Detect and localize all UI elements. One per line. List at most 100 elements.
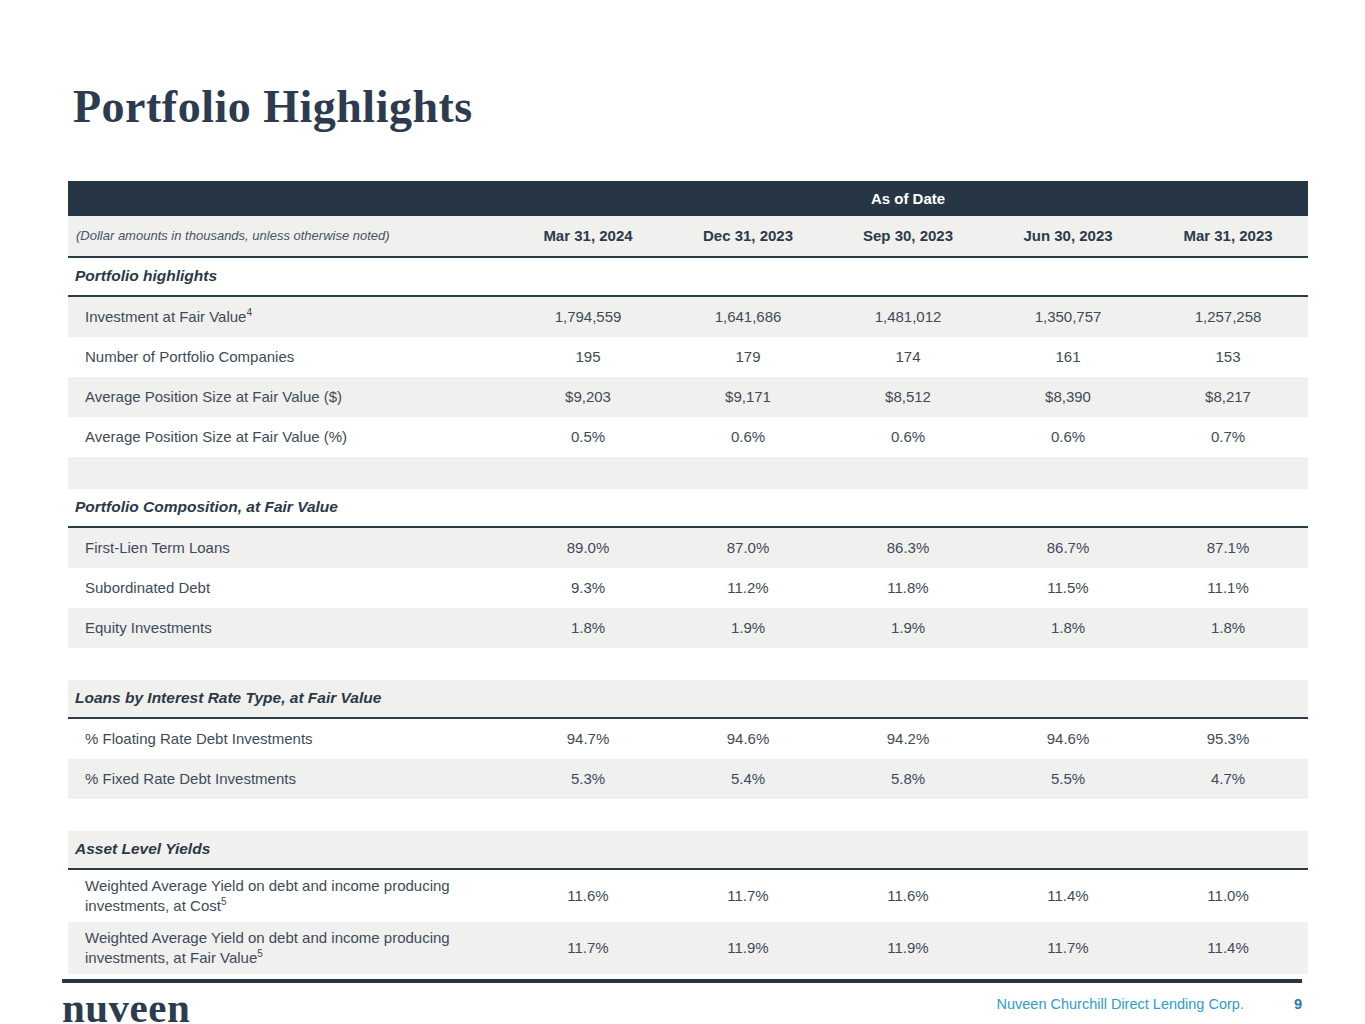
cell-value: 0.5% [508,417,668,457]
cell-value: 5.3% [508,759,668,799]
cell-value: 1.9% [828,608,988,648]
table-row: Weighted Average Yield on debt and incom… [68,922,1308,974]
cell-value: 94.2% [828,718,988,759]
cell-value: 161 [988,337,1148,377]
row-label: % Fixed Rate Debt Investments [68,759,508,799]
cell-value: 94.7% [508,718,668,759]
row-label: Subordinated Debt [68,568,508,608]
table-row: Weighted Average Yield on debt and incom… [68,869,1308,922]
column-header-row: (Dollar amounts in thousands, unless oth… [68,216,1308,257]
cell-value: 4.7% [1148,759,1308,799]
footnote-marker: 4 [246,307,252,318]
spacer-row [68,799,1308,831]
cell-value: 11.7% [988,922,1148,974]
cell-value: 1,481,012 [828,296,988,337]
row-label: Average Position Size at Fair Value (%) [68,417,508,457]
cell-value: 1,794,559 [508,296,668,337]
row-label: Number of Portfolio Companies [68,337,508,377]
cell-value: 1,350,757 [988,296,1148,337]
cell-value: $9,203 [508,377,668,417]
cell-value: 1.8% [988,608,1148,648]
table-row: % Floating Rate Debt Investments94.7%94.… [68,718,1308,759]
table-row: Subordinated Debt9.3%11.2%11.8%11.5%11.1… [68,568,1308,608]
row-label: First-Lien Term Loans [68,527,508,568]
cell-value: 179 [668,337,828,377]
company-name: Nuveen Churchill Direct Lending Corp. [996,996,1243,1012]
column-header: Jun 30, 2023 [988,216,1148,257]
cell-value: 1.9% [668,608,828,648]
spacer-row [68,457,1308,489]
section-header-label: Portfolio Composition, at Fair Value [68,489,1308,527]
footer-right: Nuveen Churchill Direct Lending Corp. 9 [996,996,1302,1012]
cell-value: 0.6% [828,417,988,457]
footnote-marker: 5 [257,948,263,959]
cell-value: 11.6% [828,869,988,922]
row-label: % Floating Rate Debt Investments [68,718,508,759]
cell-value: 9.3% [508,568,668,608]
cell-value: 94.6% [668,718,828,759]
portfolio-highlights-table: As of Date (Dollar amounts in thousands,… [68,181,1308,974]
cell-value: 5.5% [988,759,1148,799]
cell-value: 86.7% [988,527,1148,568]
row-label: Investment at Fair Value4 [68,296,508,337]
cell-value: 1.8% [508,608,668,648]
table-row: % Fixed Rate Debt Investments5.3%5.4%5.8… [68,759,1308,799]
cell-value: 5.4% [668,759,828,799]
cell-value: 11.7% [508,922,668,974]
table-row: Average Position Size at Fair Value ($)$… [68,377,1308,417]
section-header-row: Portfolio highlights [68,257,1308,296]
section-header-row: Asset Level Yields [68,831,1308,869]
cell-value: 11.6% [508,869,668,922]
spacer-row [68,648,1308,680]
section-header-label: Portfolio highlights [68,257,1308,296]
cell-value: $9,171 [668,377,828,417]
cell-value: 174 [828,337,988,377]
cell-value: 195 [508,337,668,377]
cell-value: 0.7% [1148,417,1308,457]
section-header-row: Portfolio Composition, at Fair Value [68,489,1308,527]
section-header-row: Loans by Interest Rate Type, at Fair Val… [68,680,1308,718]
as-of-date-label: As of Date [508,181,1308,216]
cell-value: 86.3% [828,527,988,568]
cell-value: 11.8% [828,568,988,608]
nuveen-logo: nuveen [62,990,190,1024]
band-spacer-cell [68,181,508,216]
cell-value: 95.3% [1148,718,1308,759]
cell-value: 1,257,258 [1148,296,1308,337]
units-note: (Dollar amounts in thousands, unless oth… [68,216,508,257]
cell-value: 11.4% [988,869,1148,922]
cell-value: $8,390 [988,377,1148,417]
cell-value: 11.7% [668,869,828,922]
cell-value: 89.0% [508,527,668,568]
table-row: Average Position Size at Fair Value (%)0… [68,417,1308,457]
cell-value: 5.8% [828,759,988,799]
page-title: Portfolio Highlights [73,82,1365,133]
table-row: First-Lien Term Loans89.0%87.0%86.3%86.7… [68,527,1308,568]
cell-value: 11.5% [988,568,1148,608]
cell-value: 11.1% [1148,568,1308,608]
footnote-marker: 5 [221,896,227,907]
cell-value: 11.4% [1148,922,1308,974]
cell-value: 11.2% [668,568,828,608]
cell-value: 1.8% [1148,608,1308,648]
cell-value: 0.6% [668,417,828,457]
cell-value: 11.9% [668,922,828,974]
cell-value: $8,217 [1148,377,1308,417]
row-label: Equity Investments [68,608,508,648]
cell-value: $8,512 [828,377,988,417]
row-label: Weighted Average Yield on debt and incom… [68,922,508,974]
footer: nuveen Nuveen Churchill Direct Lending C… [62,990,1302,1024]
cell-value: 87.0% [668,527,828,568]
row-label: Average Position Size at Fair Value ($) [68,377,508,417]
column-header: Dec 31, 2023 [668,216,828,257]
section-header-label: Asset Level Yields [68,831,1308,869]
cell-value: 94.6% [988,718,1148,759]
column-header: Sep 30, 2023 [828,216,988,257]
cell-value: 1,641,686 [668,296,828,337]
bottom-rule [62,979,1302,983]
cell-value: 153 [1148,337,1308,377]
table-row: Investment at Fair Value41,794,5591,641,… [68,296,1308,337]
column-header: Mar 31, 2023 [1148,216,1308,257]
table-row: Number of Portfolio Companies19517917416… [68,337,1308,377]
column-header: Mar 31, 2024 [508,216,668,257]
